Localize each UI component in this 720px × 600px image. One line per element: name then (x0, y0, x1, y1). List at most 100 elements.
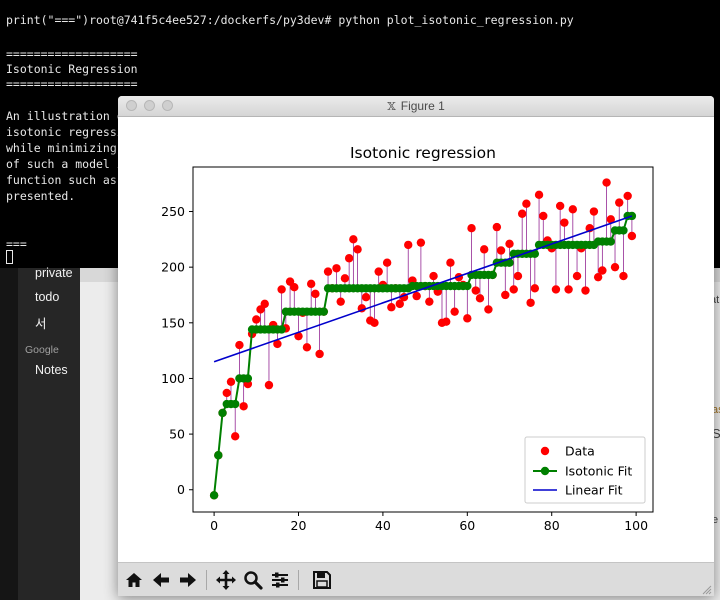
x-tick-label: 40 (375, 518, 391, 533)
x-tick-label: 20 (291, 518, 307, 533)
pan-button[interactable] (214, 568, 238, 592)
data-point (382, 258, 392, 267)
background-text-fragment: S (712, 426, 720, 441)
data-point (294, 331, 303, 341)
data-point (273, 339, 282, 349)
chart-legend: Data Isotonic Fit Linear Fit (524, 436, 646, 504)
arrow-right-icon (180, 573, 196, 587)
isotonic-fit-point (243, 374, 253, 383)
terminal-line: Isotonic Regression (6, 62, 138, 76)
background-text-fragment: at (710, 294, 720, 306)
x-tick-label: 60 (459, 518, 475, 533)
terminal-line: An illustration o (6, 109, 124, 123)
data-point (446, 258, 455, 267)
data-point (615, 198, 624, 207)
data-point (290, 282, 299, 292)
data-point (235, 340, 244, 350)
save-button[interactable] (310, 568, 334, 592)
sidebar-item-private[interactable]: private (35, 266, 73, 280)
data-point (598, 266, 607, 275)
data-point (475, 294, 485, 303)
data-point (501, 290, 510, 300)
window-titlebar[interactable]: 𝕏 Figure 1 (118, 96, 714, 117)
data-point (361, 293, 371, 302)
forward-button[interactable] (176, 568, 200, 592)
zoom-button[interactable] (241, 568, 265, 592)
move-icon (216, 570, 236, 590)
x-tick-label: 100 (624, 518, 648, 533)
isotonic-fit-point (214, 451, 223, 460)
data-point (226, 377, 236, 386)
terminal-line: =================== (6, 47, 138, 61)
plot-canvas[interactable]: Isotonic regression 0 20 40 60 80 100 0 50 100 150… (118, 117, 714, 562)
data-point (315, 349, 324, 359)
data-point (306, 279, 316, 289)
isotonic-fit-point (319, 307, 329, 316)
isotonic-fit-point (277, 325, 286, 334)
sidebar-item-korean[interactable]: 서 (35, 317, 47, 331)
close-window-button[interactable] (126, 100, 137, 111)
data-point (534, 190, 544, 200)
magnifier-icon (244, 571, 263, 590)
terminal-line: === (6, 237, 27, 251)
navigation-toolbar (118, 562, 714, 596)
data-point (264, 380, 274, 390)
data-point (252, 315, 261, 324)
window-title: Figure 1 (400, 99, 445, 113)
data-point (463, 314, 472, 323)
back-button[interactable] (149, 568, 173, 592)
data-point (311, 289, 320, 299)
zoom-window-button[interactable] (162, 100, 173, 111)
legend-label-linear: Linear Fit (565, 483, 623, 498)
toolbar-divider (298, 570, 299, 590)
arrow-left-icon (153, 573, 169, 587)
data-point (522, 199, 531, 208)
window-title-wrap: 𝕏 Figure 1 (118, 99, 714, 113)
legend-marker-isotonic (540, 466, 550, 476)
terminal-line: isotonic regressi (6, 125, 124, 139)
data-point (302, 343, 312, 352)
sliders-icon (272, 572, 288, 588)
resize-grip-icon[interactable] (702, 585, 712, 595)
data-point (509, 285, 518, 294)
isotonic-fit-point (488, 270, 497, 280)
y-tick-label: 150 (161, 315, 185, 330)
floppy-disk-icon (313, 571, 331, 589)
data-point (564, 285, 573, 294)
sidebar-item-notes[interactable]: Notes (35, 363, 68, 377)
y-tick-label: 100 (161, 371, 185, 386)
data-point (593, 272, 603, 282)
linear-fit-line (213, 215, 633, 363)
data-point (471, 286, 480, 295)
data-point (513, 271, 523, 281)
data-point (467, 224, 476, 233)
isotonic-fit-point (530, 249, 540, 259)
data-point (627, 231, 637, 241)
data-point (530, 284, 540, 293)
data-point (442, 317, 451, 326)
data-point (589, 207, 599, 216)
figure-window[interactable]: 𝕏 Figure 1 Isotonic regression 0 20 40 60 80 10… (118, 96, 714, 596)
data-point (602, 178, 611, 187)
home-icon (126, 573, 142, 587)
isotonic-fit-point (505, 258, 514, 267)
data-point (353, 245, 362, 254)
data-point (336, 297, 345, 306)
y-tick-label: 200 (161, 260, 185, 275)
home-button[interactable] (122, 568, 146, 592)
data-point (572, 271, 582, 281)
data-point (260, 299, 269, 309)
data-point (517, 209, 527, 218)
sidebar-item-todo[interactable]: todo (35, 290, 60, 304)
minimize-window-button[interactable] (144, 100, 155, 111)
data-point (395, 299, 404, 309)
data-point (344, 254, 354, 263)
terminal-line: of such a model i (6, 157, 124, 171)
data-point (231, 432, 240, 441)
data-point (349, 235, 358, 244)
isotonic-fit-point (218, 408, 227, 418)
legend-marker-data (540, 446, 550, 456)
configure-subplots-button[interactable] (268, 568, 292, 592)
data-point (496, 246, 506, 255)
isotonic-fit-point (463, 281, 472, 291)
